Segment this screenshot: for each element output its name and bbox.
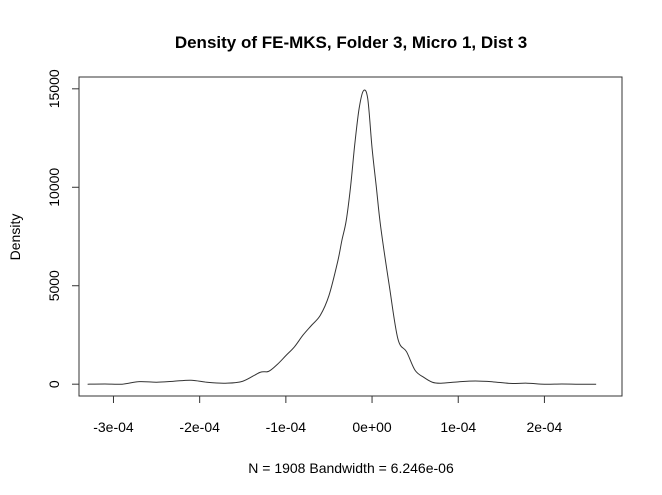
plot-frame: [78, 76, 623, 397]
chart-title: Density of FE-MKS, Folder 3, Micro 1, Di…: [175, 33, 527, 52]
x-tick-label: -3e-04: [93, 419, 134, 435]
density-curve: [87, 89, 597, 385]
y-tick-label: 10000: [46, 168, 62, 207]
y-tick-label: 5000: [46, 270, 62, 301]
y-axis: 0 5000 10000 15000: [46, 69, 80, 388]
x-axis: -3e-04 -2e-04 -1e-04 0e+00 1e-04 2e-04: [93, 395, 563, 435]
x-tick-label: -1e-04: [266, 419, 307, 435]
x-tick-label: 1e-04: [440, 419, 476, 435]
x-axis-label: N = 1908 Bandwidth = 6.246e-06: [248, 460, 454, 476]
x-tick-label: 2e-04: [527, 419, 563, 435]
y-tick-label: 0: [46, 380, 62, 388]
x-tick-label: -2e-04: [179, 419, 220, 435]
y-axis-label: Density: [7, 214, 23, 261]
x-tick-label: 0e+00: [352, 419, 392, 435]
y-tick-label: 15000: [46, 69, 62, 108]
